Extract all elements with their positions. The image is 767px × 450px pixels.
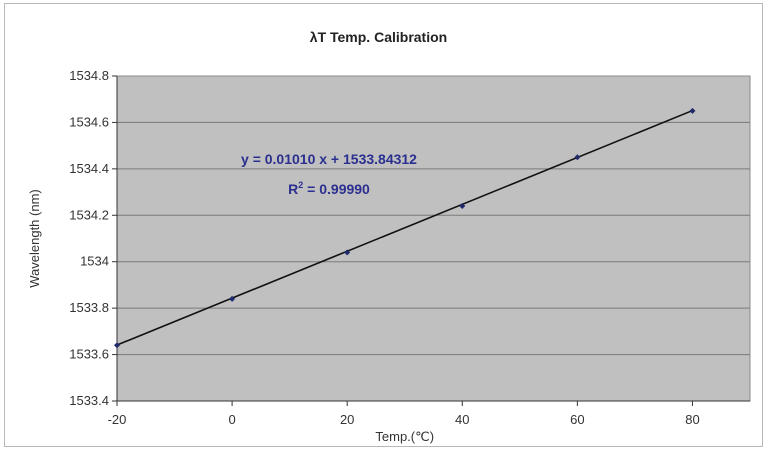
y-axis-title: Wavelength (nm) (27, 189, 42, 288)
gridlines (117, 121, 750, 356)
x-axis-title: Temp.(℃) (375, 429, 434, 444)
r-squared-value: = 0.99990 (303, 181, 370, 197)
data-point (574, 154, 581, 161)
y-tick-label: 1534.2 (69, 207, 109, 222)
y-tick-label: 1533.4 (69, 393, 109, 408)
x-tick-label: 80 (685, 412, 699, 427)
y-tick-label: 1533.6 (69, 347, 109, 362)
data-point (344, 249, 351, 256)
y-tick-label: 1534.4 (69, 161, 109, 176)
x-tick-label: 20 (340, 412, 354, 427)
r-squared-symbol: R (288, 181, 298, 197)
trendline (116, 109, 693, 346)
r-squared-label: R2 = 0.99990 (288, 180, 370, 197)
y-tick-label: 1534.6 (69, 114, 109, 129)
x-tick-label: -20 (108, 412, 127, 427)
y-tick-labels: 1533.4 1533.6 1533.8 1534 1534.2 1534.4 1534.6… (69, 68, 109, 408)
data-point (229, 295, 236, 302)
y-tick-label: 1534.8 (69, 68, 109, 83)
plot-area (116, 75, 751, 402)
chart-container: λT Temp. Calibration 1533.4 1533.6 1533.8 1… (4, 3, 763, 447)
trendline-equation: y = 0.01010 x + 1533.84312 (241, 151, 417, 167)
chart-svg: λT Temp. Calibration 1533.41533.61533.81… (27, 29, 751, 444)
y-tick-label: 1533.8 (69, 300, 109, 315)
data-points (114, 107, 696, 349)
r-squared-superscript: 2 (298, 180, 303, 190)
x-tick-label: 40 (455, 412, 469, 427)
data-point (114, 342, 120, 349)
x-tick-label: 60 (570, 412, 584, 427)
y-tick-label: 1534 (80, 254, 109, 269)
x-tick-labels: -20 0 20 40 60 80 (108, 412, 700, 427)
data-point (689, 107, 696, 114)
x-tick-label: 0 (228, 412, 235, 427)
data-point (459, 203, 466, 209)
chart-title: λT Temp. Calibration (310, 29, 447, 45)
